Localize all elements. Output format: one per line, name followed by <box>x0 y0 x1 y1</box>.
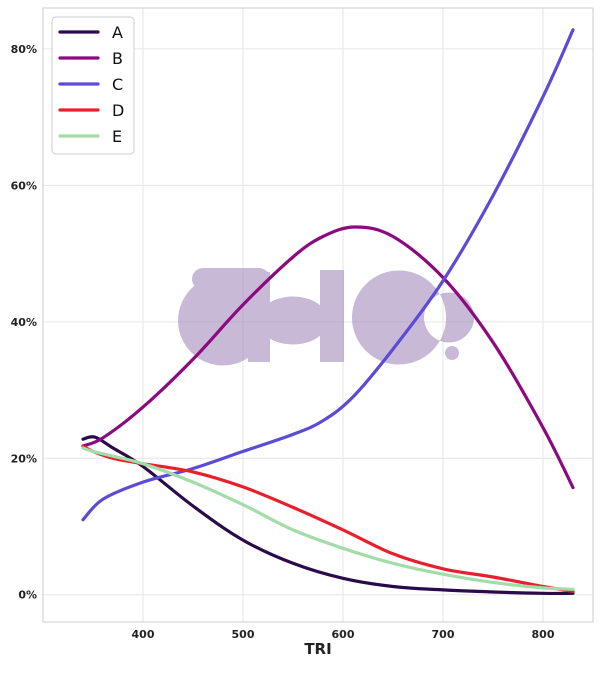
x-axis-title: TRI <box>304 640 331 658</box>
legend-label: A <box>112 23 123 42</box>
grid <box>43 8 593 622</box>
watermark-letter-o <box>352 270 474 365</box>
series-line-d <box>81 444 575 593</box>
y-tick-label: 0% <box>18 589 37 602</box>
series-line-b <box>81 225 575 490</box>
watermark-letter-i <box>320 270 344 362</box>
watermark-dot <box>445 346 459 360</box>
watermark-letter-a-top <box>192 268 270 290</box>
series-line-c <box>81 28 575 522</box>
plot-frame <box>42 7 594 623</box>
series-line-a <box>81 435 575 596</box>
watermark-logo <box>178 268 474 366</box>
legend-label: E <box>112 127 122 146</box>
legend-label: C <box>112 75 123 94</box>
legend-label: D <box>112 101 124 120</box>
x-tick-label: 800 <box>532 628 555 641</box>
x-tick-label: 400 <box>132 628 155 641</box>
series-line-e <box>81 446 575 591</box>
legend-label: B <box>112 49 123 68</box>
y-tick-label: 20% <box>11 452 37 465</box>
tick-labels: 400 500 600 700 800 0% 20% 40% 60% 80% <box>11 43 555 641</box>
y-tick-label: 80% <box>11 43 37 56</box>
x-tick-label: 700 <box>432 628 455 641</box>
series-lines <box>81 28 575 596</box>
x-tick-label: 500 <box>232 628 255 641</box>
x-tick-label: 600 <box>332 628 355 641</box>
y-tick-label: 40% <box>11 316 37 329</box>
y-tick-label: 60% <box>11 179 37 192</box>
